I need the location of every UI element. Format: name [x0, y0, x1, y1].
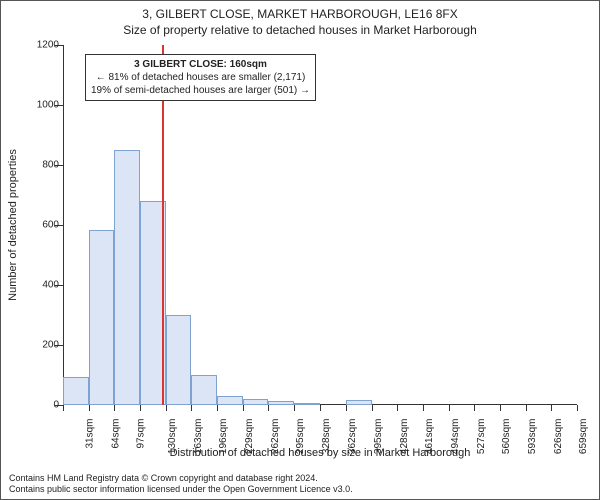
y-tick-label: 600	[19, 220, 59, 231]
x-tick	[243, 405, 244, 411]
x-tick	[191, 405, 192, 411]
x-tick-label: 295sqm	[295, 419, 306, 455]
x-tick	[577, 405, 578, 411]
y-tick-label: 1000	[19, 100, 59, 111]
x-tick-label: 328sqm	[321, 419, 332, 455]
x-tick-label: 428sqm	[399, 419, 410, 455]
x-tick-label: 560sqm	[501, 419, 512, 455]
x-tick	[63, 405, 64, 411]
x-tick	[397, 405, 398, 411]
info-box-title: 3 GILBERT CLOSE: 160sqm	[91, 58, 310, 71]
x-tick-label: 494sqm	[450, 419, 461, 455]
histogram-bar	[346, 400, 372, 405]
x-tick-label: 527sqm	[476, 419, 487, 455]
chart-title: 3, GILBERT CLOSE, MARKET HARBOROUGH, LE1…	[1, 7, 599, 21]
histogram-bar	[268, 401, 294, 405]
y-tick-label: 800	[19, 160, 59, 171]
x-tick	[526, 405, 527, 411]
x-tick-label: 262sqm	[270, 419, 281, 455]
histogram-bar	[89, 230, 115, 406]
histogram-bar	[217, 396, 243, 405]
x-tick-label: 64sqm	[110, 419, 121, 449]
histogram-bar	[243, 399, 269, 405]
footer-line-2: Contains public sector information licen…	[9, 484, 591, 495]
x-tick-label: 659sqm	[578, 419, 589, 455]
x-tick	[449, 405, 450, 411]
x-tick	[217, 405, 218, 411]
x-tick	[166, 405, 167, 411]
y-tick-label: 0	[19, 400, 59, 411]
x-axis-label: Distribution of detached houses by size …	[63, 447, 577, 459]
info-box: 3 GILBERT CLOSE: 160sqm← 81% of detached…	[85, 54, 316, 101]
histogram-bar	[63, 377, 89, 406]
x-tick-label: 31sqm	[85, 419, 96, 449]
x-tick-label: 229sqm	[244, 419, 255, 455]
x-tick	[89, 405, 90, 411]
y-tick-label: 200	[19, 340, 59, 351]
x-tick-label: 395sqm	[373, 419, 384, 455]
histogram-bar	[166, 315, 192, 405]
x-tick-label: 593sqm	[527, 419, 538, 455]
x-tick-label: 196sqm	[218, 419, 229, 455]
chart-subtitle: Size of property relative to detached ho…	[1, 23, 599, 37]
histogram-bar	[191, 375, 217, 405]
x-tick	[474, 405, 475, 411]
x-tick-label: 626sqm	[553, 419, 564, 455]
x-tick	[140, 405, 141, 411]
footer-line-1: Contains HM Land Registry data © Crown c…	[9, 473, 591, 484]
x-tick-label: 362sqm	[347, 419, 358, 455]
histogram-bar	[114, 150, 140, 405]
x-tick	[346, 405, 347, 411]
x-tick	[294, 405, 295, 411]
chart-container: 3, GILBERT CLOSE, MARKET HARBOROUGH, LE1…	[0, 0, 600, 500]
x-tick	[320, 405, 321, 411]
x-tick-label: 130sqm	[167, 419, 178, 455]
histogram-bar	[294, 403, 320, 405]
x-tick-label: 461sqm	[424, 419, 435, 455]
x-tick	[372, 405, 373, 411]
x-tick-label: 97sqm	[136, 419, 147, 449]
x-tick	[268, 405, 269, 411]
x-tick	[114, 405, 115, 411]
x-tick-label: 163sqm	[193, 419, 204, 455]
info-box-line: ← 81% of detached houses are smaller (2,…	[91, 71, 310, 84]
x-tick	[551, 405, 552, 411]
info-box-line: 19% of semi-detached houses are larger (…	[91, 84, 310, 97]
x-tick	[423, 405, 424, 411]
y-tick-label: 400	[19, 280, 59, 291]
footer-attribution: Contains HM Land Registry data © Crown c…	[9, 473, 591, 496]
y-tick-label: 1200	[19, 40, 59, 51]
x-tick	[500, 405, 501, 411]
